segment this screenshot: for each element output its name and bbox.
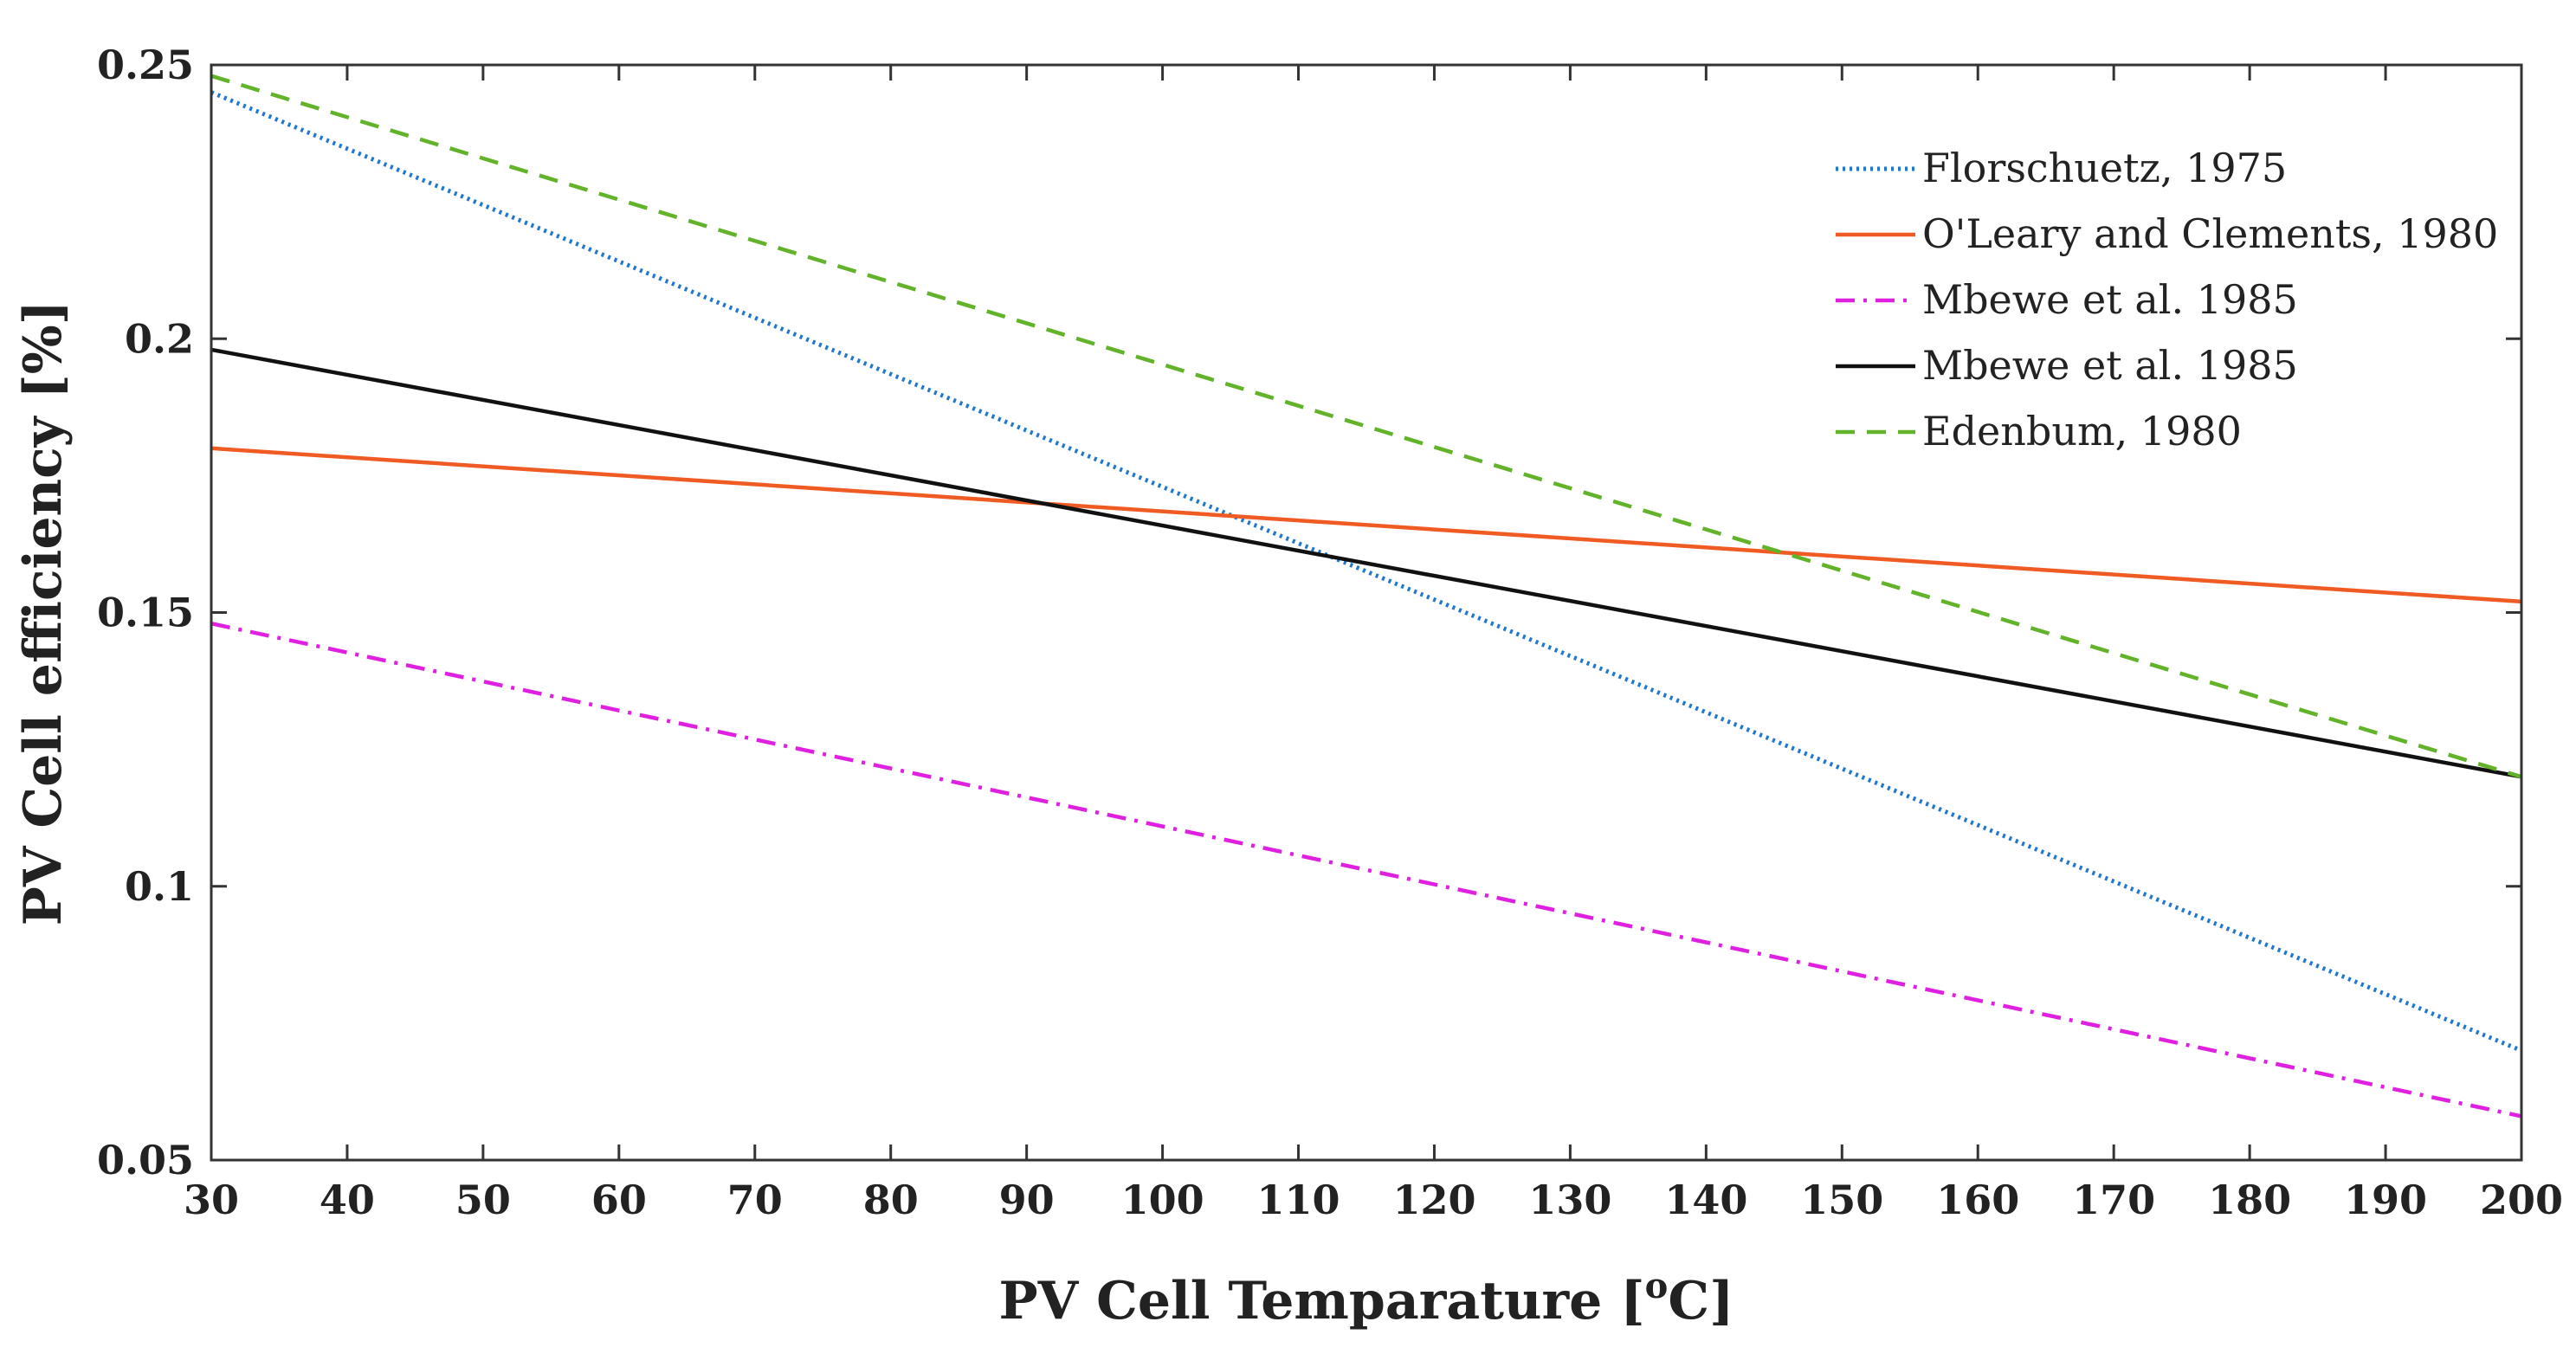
x-tick-label: 180 bbox=[2208, 1177, 2291, 1223]
x-tick-label: 190 bbox=[2344, 1177, 2427, 1223]
y-axis-title: PV Cell efficiency [%] bbox=[13, 300, 74, 925]
y-tick-label: 0.25 bbox=[97, 42, 194, 88]
x-axis-title-text: PV Cell Temparature [ bbox=[999, 1271, 1645, 1331]
series-line-1 bbox=[210, 90, 2522, 1053]
x-tick-label: 170 bbox=[2072, 1177, 2155, 1223]
y-tick-label: 0.2 bbox=[125, 315, 194, 362]
x-tick-label: 160 bbox=[1936, 1177, 2019, 1223]
x-tick-label: 30 bbox=[184, 1177, 239, 1223]
x-tick-label: 120 bbox=[1392, 1177, 1475, 1223]
x-tick-label: 60 bbox=[591, 1177, 647, 1223]
series-line-2 bbox=[210, 446, 2522, 604]
x-tick-label: 130 bbox=[1528, 1177, 1611, 1223]
x-tick-label: 70 bbox=[727, 1177, 783, 1223]
x-tick-label: 100 bbox=[1121, 1177, 1204, 1223]
plot-area bbox=[211, 65, 2521, 1160]
x-tick-label: 80 bbox=[863, 1177, 919, 1223]
x-tick-label: 90 bbox=[999, 1177, 1055, 1223]
y-tick-labels: 0.05 0.1 0.15 0.2 0.25 bbox=[97, 42, 194, 1183]
series-line-3 bbox=[210, 621, 2522, 1119]
y-tick-label: 0.1 bbox=[125, 863, 194, 910]
series-line-5 bbox=[210, 74, 2522, 779]
y-tick-label: 0.05 bbox=[97, 1137, 194, 1183]
x-axis-title: PV Cell Temparature [oC] bbox=[999, 1266, 1734, 1331]
legend: Florschuetz, 1975 O'Leary and Clements, 1… bbox=[1836, 145, 2498, 455]
x-tick-label: 40 bbox=[320, 1177, 375, 1223]
series-layer bbox=[210, 74, 2522, 1119]
legend-label-4: Mbewe et al. 1985 bbox=[1922, 342, 2298, 389]
y-tick-label: 0.15 bbox=[97, 590, 194, 636]
series-line-4 bbox=[210, 347, 2522, 779]
x-axis-title-unit: C] bbox=[1668, 1271, 1733, 1331]
legend-label-1: Florschuetz, 1975 bbox=[1922, 145, 2287, 191]
plot-frame bbox=[210, 63, 2523, 1162]
x-tick-label: 110 bbox=[1257, 1177, 1340, 1223]
x-tick-label: 150 bbox=[1800, 1177, 1883, 1223]
legend-label-5: Edenbum, 1980 bbox=[1922, 408, 2242, 455]
legend-label-3: Mbewe et al. 1985 bbox=[1922, 276, 2298, 323]
legend-label-2: O'Leary and Clements, 1980 bbox=[1922, 210, 2498, 257]
x-tick-label: 50 bbox=[455, 1177, 511, 1223]
x-tick-labels: 30 40 50 60 70 80 90 100 110 120 130 140 150 160 170 18… bbox=[184, 1177, 2563, 1223]
x-tick-label: 140 bbox=[1664, 1177, 1747, 1223]
x-axis-title-superscript: o bbox=[1645, 1266, 1669, 1306]
x-tick-label: 200 bbox=[2480, 1177, 2563, 1223]
